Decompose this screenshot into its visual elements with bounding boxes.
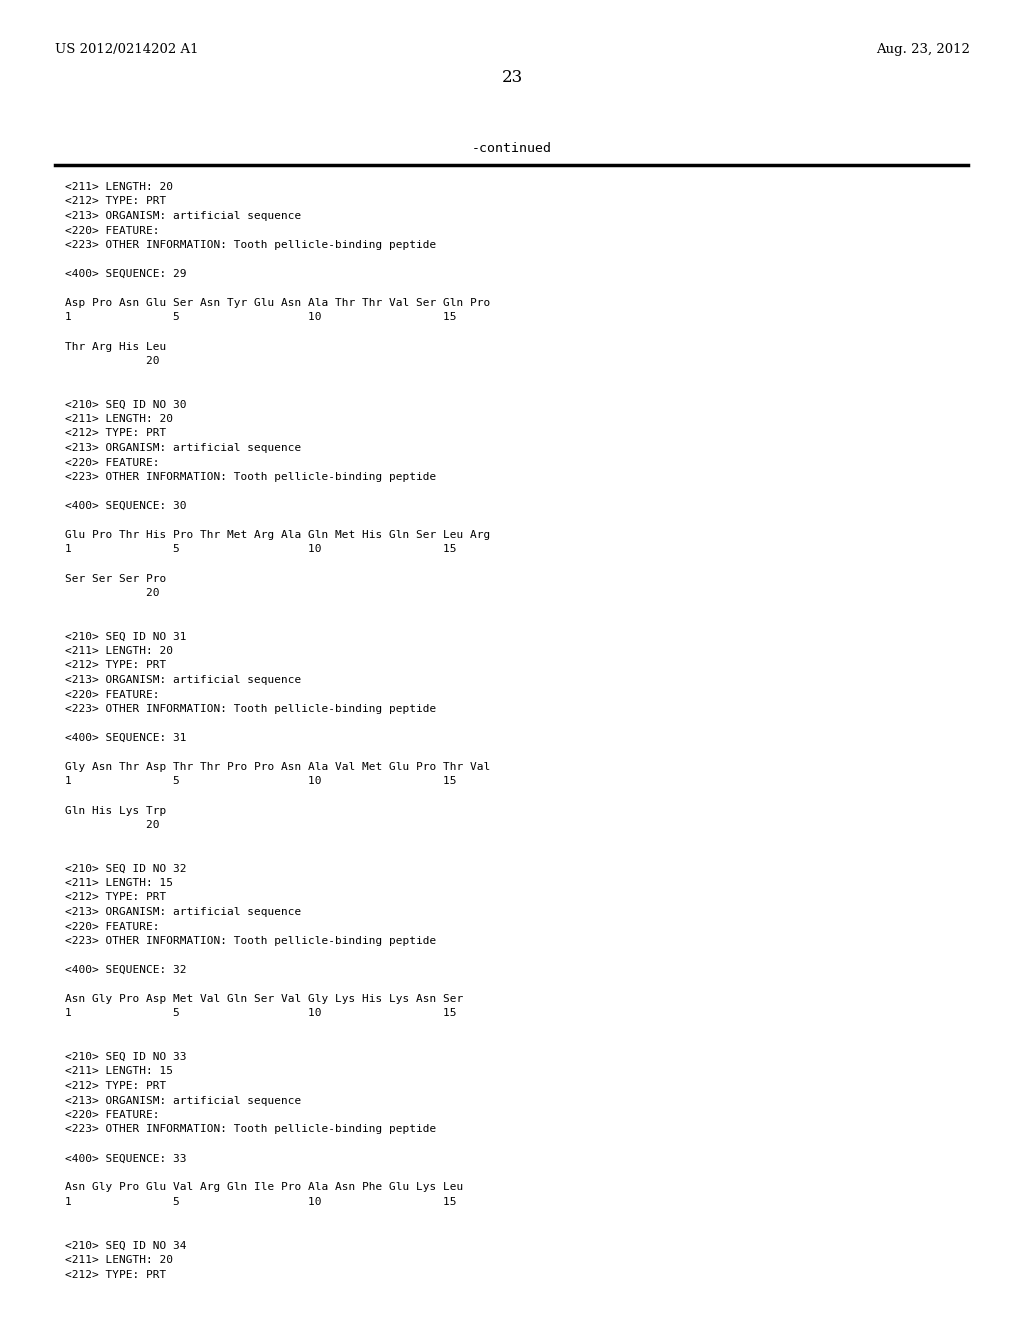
Text: 1               5                   10                  15: 1 5 10 15 (65, 776, 457, 787)
Text: <220> FEATURE:: <220> FEATURE: (65, 458, 160, 467)
Text: 20: 20 (65, 820, 160, 830)
Text: <210> SEQ ID NO 30: <210> SEQ ID NO 30 (65, 400, 186, 409)
Text: <400> SEQUENCE: 30: <400> SEQUENCE: 30 (65, 502, 186, 511)
Text: <213> ORGANISM: artificial sequence: <213> ORGANISM: artificial sequence (65, 907, 301, 917)
Text: Thr Arg His Leu: Thr Arg His Leu (65, 342, 166, 351)
Text: <213> ORGANISM: artificial sequence: <213> ORGANISM: artificial sequence (65, 675, 301, 685)
Text: <211> LENGTH: 15: <211> LENGTH: 15 (65, 1067, 173, 1077)
Text: <223> OTHER INFORMATION: Tooth pellicle-binding peptide: <223> OTHER INFORMATION: Tooth pellicle-… (65, 704, 436, 714)
Text: <212> TYPE: PRT: <212> TYPE: PRT (65, 429, 166, 438)
Text: <213> ORGANISM: artificial sequence: <213> ORGANISM: artificial sequence (65, 444, 301, 453)
Text: <210> SEQ ID NO 31: <210> SEQ ID NO 31 (65, 631, 186, 642)
Text: <210> SEQ ID NO 33: <210> SEQ ID NO 33 (65, 1052, 186, 1063)
Text: <211> LENGTH: 20: <211> LENGTH: 20 (65, 182, 173, 191)
Text: <223> OTHER INFORMATION: Tooth pellicle-binding peptide: <223> OTHER INFORMATION: Tooth pellicle-… (65, 473, 436, 482)
Text: <220> FEATURE:: <220> FEATURE: (65, 226, 160, 235)
Text: <400> SEQUENCE: 29: <400> SEQUENCE: 29 (65, 269, 186, 279)
Text: <211> LENGTH: 20: <211> LENGTH: 20 (65, 645, 173, 656)
Text: -continued: -continued (472, 141, 552, 154)
Text: <211> LENGTH: 15: <211> LENGTH: 15 (65, 878, 173, 888)
Text: <212> TYPE: PRT: <212> TYPE: PRT (65, 892, 166, 903)
Text: <212> TYPE: PRT: <212> TYPE: PRT (65, 1270, 166, 1279)
Text: <212> TYPE: PRT: <212> TYPE: PRT (65, 1081, 166, 1092)
Text: Asp Pro Asn Glu Ser Asn Tyr Glu Asn Ala Thr Thr Val Ser Gln Pro: Asp Pro Asn Glu Ser Asn Tyr Glu Asn Ala … (65, 298, 490, 308)
Text: <223> OTHER INFORMATION: Tooth pellicle-binding peptide: <223> OTHER INFORMATION: Tooth pellicle-… (65, 240, 436, 249)
Text: 20: 20 (65, 356, 160, 366)
Text: <400> SEQUENCE: 31: <400> SEQUENCE: 31 (65, 733, 186, 743)
Text: Asn Gly Pro Asp Met Val Gln Ser Val Gly Lys His Lys Asn Ser: Asn Gly Pro Asp Met Val Gln Ser Val Gly … (65, 994, 463, 1005)
Text: <212> TYPE: PRT: <212> TYPE: PRT (65, 197, 166, 206)
Text: <223> OTHER INFORMATION: Tooth pellicle-binding peptide: <223> OTHER INFORMATION: Tooth pellicle-… (65, 1125, 436, 1134)
Text: Gly Asn Thr Asp Thr Thr Pro Pro Asn Ala Val Met Glu Pro Thr Val: Gly Asn Thr Asp Thr Thr Pro Pro Asn Ala … (65, 762, 490, 772)
Text: <223> OTHER INFORMATION: Tooth pellicle-binding peptide: <223> OTHER INFORMATION: Tooth pellicle-… (65, 936, 436, 946)
Text: <210> SEQ ID NO 32: <210> SEQ ID NO 32 (65, 863, 186, 874)
Text: Glu Pro Thr His Pro Thr Met Arg Ala Gln Met His Gln Ser Leu Arg: Glu Pro Thr His Pro Thr Met Arg Ala Gln … (65, 531, 490, 540)
Text: <400> SEQUENCE: 33: <400> SEQUENCE: 33 (65, 1154, 186, 1163)
Text: <213> ORGANISM: artificial sequence: <213> ORGANISM: artificial sequence (65, 211, 301, 220)
Text: 1               5                   10                  15: 1 5 10 15 (65, 1197, 457, 1206)
Text: Gln His Lys Trp: Gln His Lys Trp (65, 805, 166, 816)
Text: <212> TYPE: PRT: <212> TYPE: PRT (65, 660, 166, 671)
Text: 1               5                   10                  15: 1 5 10 15 (65, 544, 457, 554)
Text: 1               5                   10                  15: 1 5 10 15 (65, 313, 457, 322)
Text: 20: 20 (65, 587, 160, 598)
Text: <210> SEQ ID NO 34: <210> SEQ ID NO 34 (65, 1241, 186, 1250)
Text: US 2012/0214202 A1: US 2012/0214202 A1 (55, 44, 199, 57)
Text: <220> FEATURE:: <220> FEATURE: (65, 1110, 160, 1119)
Text: Ser Ser Ser Pro: Ser Ser Ser Pro (65, 573, 166, 583)
Text: <211> LENGTH: 20: <211> LENGTH: 20 (65, 414, 173, 424)
Text: <220> FEATURE:: <220> FEATURE: (65, 921, 160, 932)
Text: <400> SEQUENCE: 32: <400> SEQUENCE: 32 (65, 965, 186, 975)
Text: Aug. 23, 2012: Aug. 23, 2012 (877, 44, 970, 57)
Text: <213> ORGANISM: artificial sequence: <213> ORGANISM: artificial sequence (65, 1096, 301, 1106)
Text: <220> FEATURE:: <220> FEATURE: (65, 689, 160, 700)
Text: Asn Gly Pro Glu Val Arg Gln Ile Pro Ala Asn Phe Glu Lys Leu: Asn Gly Pro Glu Val Arg Gln Ile Pro Ala … (65, 1183, 463, 1192)
Text: 23: 23 (502, 69, 522, 86)
Text: 1               5                   10                  15: 1 5 10 15 (65, 1008, 457, 1019)
Text: <211> LENGTH: 20: <211> LENGTH: 20 (65, 1255, 173, 1265)
